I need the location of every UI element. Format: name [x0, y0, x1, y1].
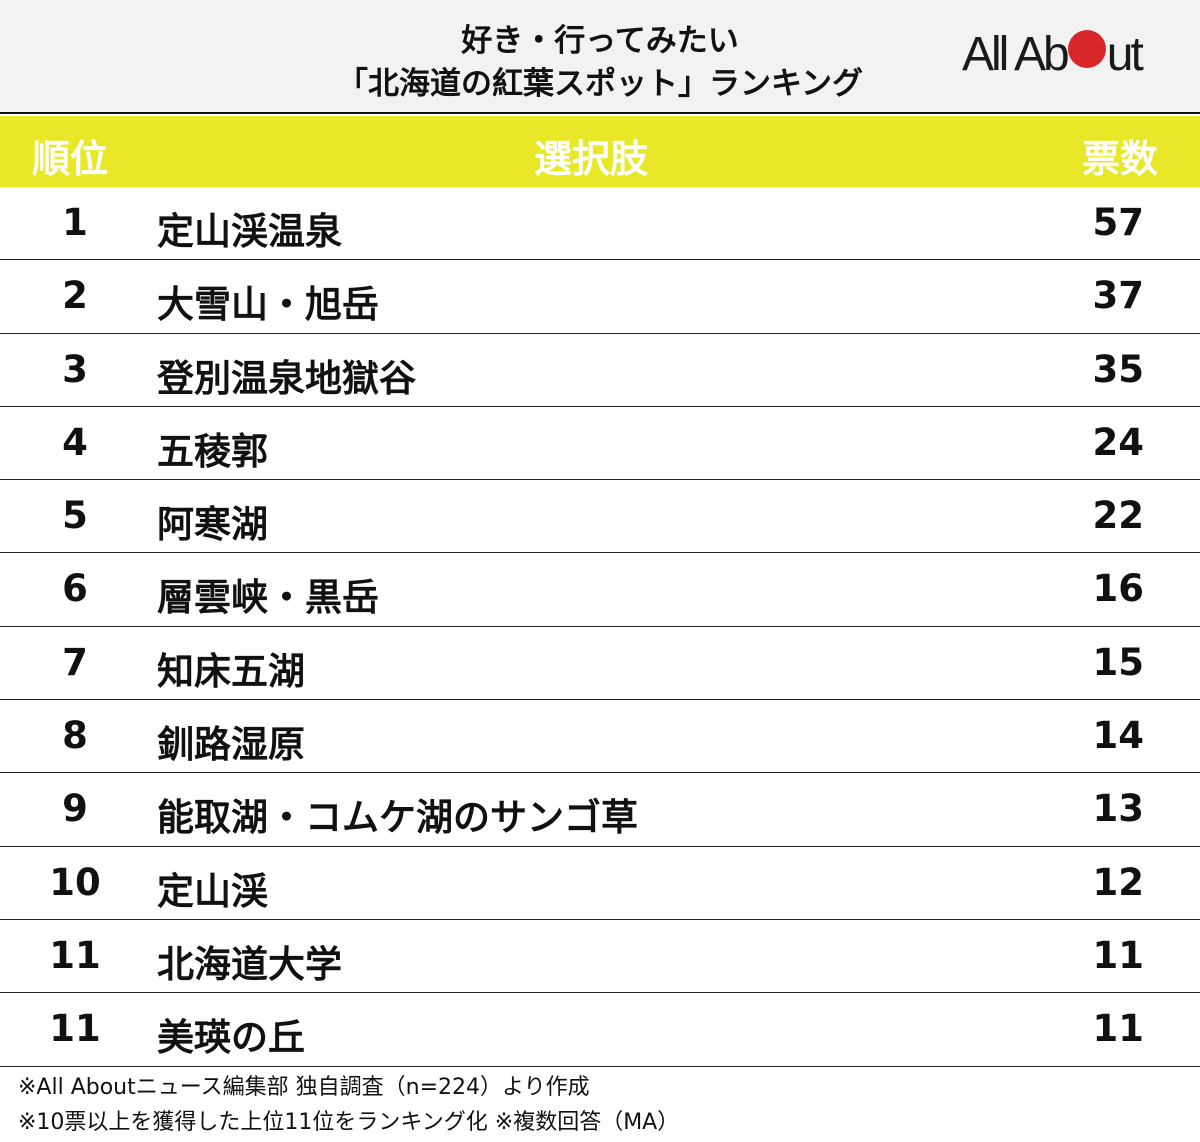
- rank: 3: [62, 347, 88, 391]
- vote-count: 57: [1092, 201, 1145, 244]
- vote-count: 13: [1092, 787, 1145, 831]
- rank: 7: [62, 640, 88, 684]
- rank: 11: [49, 933, 101, 977]
- vote-count: 22: [1092, 494, 1145, 538]
- table-row: 11 美瑛の丘 11: [0, 993, 1200, 1067]
- table-row: 6 層雲峡・黒岳 16: [0, 553, 1200, 627]
- spot-name: 美瑛の丘: [157, 1016, 305, 1060]
- table-row: 8 釧路湿原 14: [0, 700, 1200, 774]
- rank: 5: [62, 494, 88, 538]
- vote-count: 12: [1092, 860, 1145, 904]
- spot-name: 登別温泉地獄谷: [157, 356, 416, 400]
- spot-name: 大雪山・旭岳: [157, 283, 379, 327]
- rank: 10: [49, 860, 101, 904]
- rank: 4: [62, 420, 88, 464]
- table-header: 順位 選択肢 票数: [0, 116, 1200, 187]
- header-votes: 票数: [1082, 137, 1159, 181]
- table-row: 1 定山渓温泉 57: [0, 187, 1200, 261]
- spot-name: 知床五湖: [157, 649, 305, 693]
- table-row: 3 登別温泉地獄谷 35: [0, 334, 1200, 407]
- spot-name: 層雲峡・黒岳: [157, 576, 379, 620]
- footnote-method: ※10票以上を獲得した上位11位をランキング化 ※複数回答（MA）: [18, 1110, 680, 1135]
- title-area: 好き・行ってみたい 「北海道の紅葉スポット」ランキング All Ab ut: [0, 0, 1200, 114]
- spot-name: 定山渓: [157, 869, 268, 913]
- rank: 1: [62, 201, 88, 244]
- vote-count: 14: [1092, 714, 1145, 758]
- table-row: 4 五稜郭 24: [0, 407, 1200, 481]
- vote-count: 37: [1092, 274, 1145, 318]
- spot-name: 阿寒湖: [157, 503, 268, 547]
- rank: 8: [62, 714, 88, 758]
- title-line-2: 「北海道の紅葉スポット」ランキング: [336, 66, 864, 102]
- vote-count: 16: [1092, 567, 1145, 611]
- spot-name: 北海道大学: [157, 942, 342, 986]
- header-rank: 順位: [32, 137, 109, 181]
- rank: 9: [62, 787, 88, 831]
- table-row: 10 定山渓 12: [0, 847, 1200, 920]
- logo-text-right: ut: [1106, 28, 1144, 81]
- logo-text-left: All Ab: [962, 28, 1070, 81]
- table-row: 2 大雪山・旭岳 37: [0, 260, 1200, 334]
- footnote-source: ※All Aboutニュース編集部 独自調査（n=224）より作成: [18, 1075, 590, 1100]
- vote-count: 11: [1092, 1007, 1145, 1051]
- rank: 6: [62, 567, 88, 611]
- table-row: 9 能取湖・コムケ湖のサンゴ草 13: [0, 773, 1200, 847]
- allabout-logo: All Ab ut: [962, 28, 1144, 82]
- vote-count: 24: [1092, 420, 1145, 464]
- spot-name: 定山渓温泉: [157, 210, 342, 253]
- vote-count: 35: [1092, 347, 1145, 391]
- vote-count: 15: [1092, 640, 1145, 684]
- spot-name: 能取湖・コムケ湖のサンゴ草: [157, 796, 638, 840]
- spot-name: 釧路湿原: [157, 723, 305, 767]
- ranking-table: 1 定山渓温泉 57 2 大雪山・旭岳 37 3 登別温泉地獄谷 35 4 五稜郭 24 5 阿寒…: [0, 187, 1200, 1067]
- rank: 2: [62, 274, 88, 318]
- logo-red-dot-icon: [1067, 30, 1106, 68]
- spot-name: 五稜郭: [157, 429, 268, 473]
- rank: 11: [49, 1007, 101, 1051]
- footnotes: ※All Aboutニュース編集部 独自調査（n=224）より作成 ※10票以上…: [18, 1070, 679, 1140]
- table-row: 11 北海道大学 11: [0, 920, 1200, 994]
- table-row: 7 知床五湖 15: [0, 627, 1200, 701]
- vote-count: 11: [1092, 933, 1145, 977]
- header-choice: 選択肢: [534, 137, 649, 181]
- chart-title: 好き・行ってみたい 「北海道の紅葉スポット」ランキング: [300, 20, 900, 106]
- title-line-1: 好き・行ってみたい: [461, 23, 739, 59]
- table-row: 5 阿寒湖 22: [0, 480, 1200, 554]
